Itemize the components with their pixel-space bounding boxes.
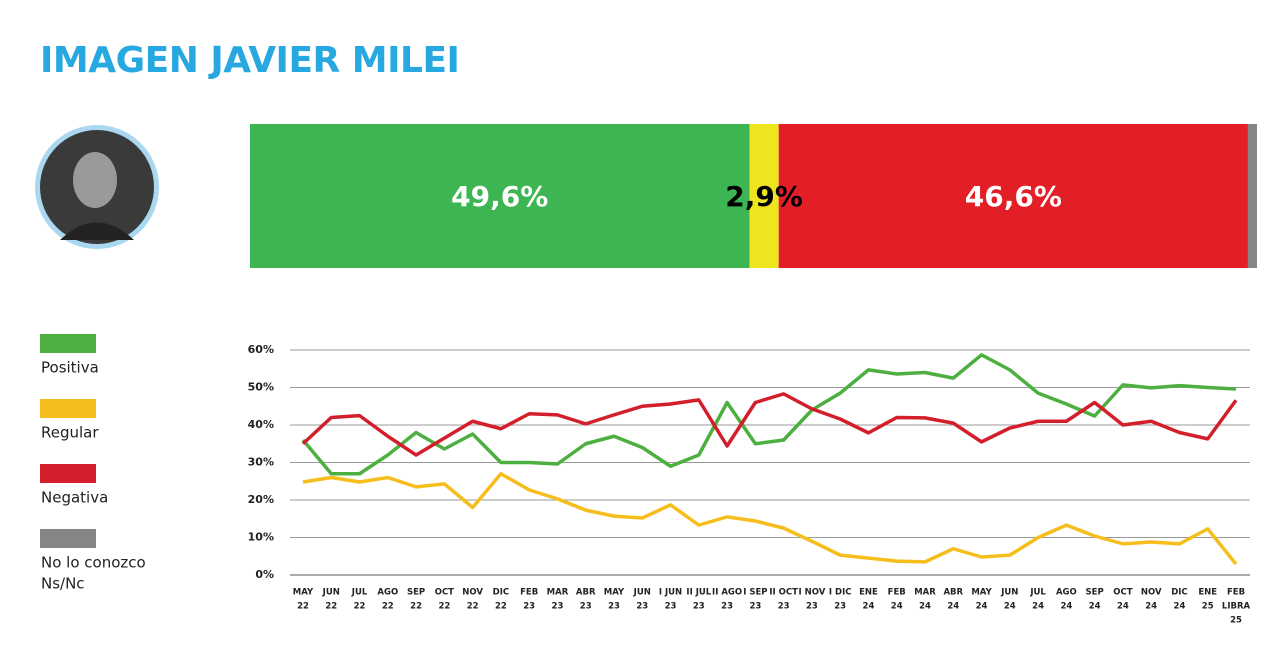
x-tick-label: 24 — [1174, 602, 1186, 612]
x-tick-label: ABR — [943, 588, 963, 598]
x-tick-label: 23 — [806, 602, 818, 612]
x-tick-label: 22 — [410, 602, 422, 612]
x-tick-label: MAY — [604, 588, 625, 598]
x-tick-label: I JUN — [659, 588, 682, 598]
x-tick-label: 22 — [297, 602, 309, 612]
y-tick-label: 20% — [248, 493, 274, 506]
x-tick-label: 23 — [749, 602, 761, 612]
x-tick-label: 23 — [721, 602, 733, 612]
x-tick-label: MAR — [547, 588, 569, 598]
x-tick-label: 23 — [834, 602, 846, 612]
legend-swatch — [40, 529, 96, 548]
x-tick-label: JUL — [1029, 588, 1046, 598]
x-tick-label: 23 — [580, 602, 592, 612]
x-tick-label: 22 — [382, 602, 394, 612]
x-tick-label: 24 — [891, 602, 903, 612]
bar-segment — [1247, 124, 1257, 268]
legend-swatch — [40, 334, 96, 353]
x-tick-label: ENE — [1198, 588, 1217, 598]
x-tick-label: 22 — [354, 602, 366, 612]
legend-label: Regular — [41, 424, 99, 442]
y-tick-label: 0% — [255, 568, 274, 581]
legend-swatch — [40, 464, 96, 483]
bar-segment — [778, 124, 1248, 268]
title: IMAGEN JAVIER MILEI — [40, 40, 459, 81]
x-tick-label: 22 — [467, 602, 479, 612]
x-tick-label: I SEP — [743, 588, 767, 598]
x-tick-label: JUL — [351, 588, 368, 598]
x-tick-label: SEP — [407, 588, 425, 598]
x-tick-label: MAY — [971, 588, 992, 598]
x-tick-label: AGO — [1056, 588, 1077, 598]
x-tick-label: 24 — [1032, 602, 1044, 612]
x-tick-label: LIBRA — [1222, 602, 1251, 612]
x-tick-label: 23 — [552, 602, 564, 612]
x-tick-label: 23 — [665, 602, 677, 612]
portrait — [35, 125, 159, 249]
x-tick-label: NOV — [1141, 588, 1162, 598]
x-tick-label: AGO — [377, 588, 398, 598]
x-tick-label: 24 — [947, 602, 959, 612]
x-tick-label: 23 — [523, 602, 535, 612]
x-tick-label: 24 — [1089, 602, 1101, 612]
x-tick-label: JUN — [322, 588, 340, 598]
value-label: 49,6% — [451, 180, 548, 213]
x-tick-label: II AGO — [712, 588, 742, 598]
x-tick-label: 24 — [1004, 602, 1016, 612]
x-tick-label: ABR — [576, 588, 596, 598]
legend-swatch — [40, 399, 96, 418]
y-tick-label: 60% — [248, 343, 274, 356]
x-tick-label: 22 — [495, 602, 507, 612]
x-tick-label: 25 — [1230, 616, 1242, 626]
x-tick-label: JUN — [633, 588, 651, 598]
x-tick-label: I NOV — [799, 588, 826, 598]
value-label: 46,6% — [965, 180, 1062, 213]
bar-segment — [250, 124, 750, 268]
legend-label: Positiva — [41, 359, 99, 377]
y-tick-label: 40% — [248, 418, 274, 431]
x-tick-label: 24 — [863, 602, 875, 612]
x-tick-label: II JUL — [686, 588, 711, 598]
x-tick-label: 23 — [608, 602, 620, 612]
y-tick-label: 10% — [248, 531, 274, 544]
value-label: 2,9% — [725, 180, 803, 213]
x-tick-label: OCT — [435, 588, 454, 598]
x-tick-label: MAY — [293, 588, 314, 598]
x-tick-label: II OCT — [769, 588, 798, 598]
x-tick-label: 24 — [1117, 602, 1129, 612]
x-tick-label: JUN — [1000, 588, 1018, 598]
x-tick-label: 24 — [919, 602, 931, 612]
legend-label: No lo conozco — [41, 554, 146, 572]
x-tick-label: 25 — [1202, 602, 1214, 612]
x-tick-label: MAR — [914, 588, 936, 598]
x-tick-label: DIC — [493, 588, 509, 598]
x-tick-label: SEP — [1086, 588, 1104, 598]
y-tick-label: 30% — [248, 456, 274, 469]
line-series — [301, 353, 1237, 476]
x-tick-label: DIC — [1171, 588, 1187, 598]
x-tick-label: 24 — [1060, 602, 1072, 612]
x-tick-label: FEB — [1227, 588, 1245, 598]
x-tick-label: 23 — [636, 602, 648, 612]
x-tick-label: 24 — [976, 602, 988, 612]
bar-segment — [749, 124, 779, 268]
x-tick-label: 24 — [1145, 602, 1157, 612]
line-series — [302, 472, 1238, 566]
x-tick-label: 22 — [325, 602, 337, 612]
x-tick-label: 22 — [438, 602, 450, 612]
line-series — [301, 392, 1238, 457]
x-tick-label: 23 — [778, 602, 790, 612]
x-tick-label: FEB — [888, 588, 906, 598]
legend-label: Negativa — [41, 489, 108, 507]
x-tick-label: I DIC — [829, 588, 852, 598]
y-tick-label: 50% — [248, 381, 274, 394]
x-tick-label: FEB — [520, 588, 538, 598]
x-tick-label: OCT — [1113, 588, 1132, 598]
legend-label: Ns/Nc — [41, 575, 85, 593]
x-tick-label: 23 — [693, 602, 705, 612]
x-tick-label: NOV — [462, 588, 483, 598]
x-tick-label: ENE — [859, 588, 878, 598]
